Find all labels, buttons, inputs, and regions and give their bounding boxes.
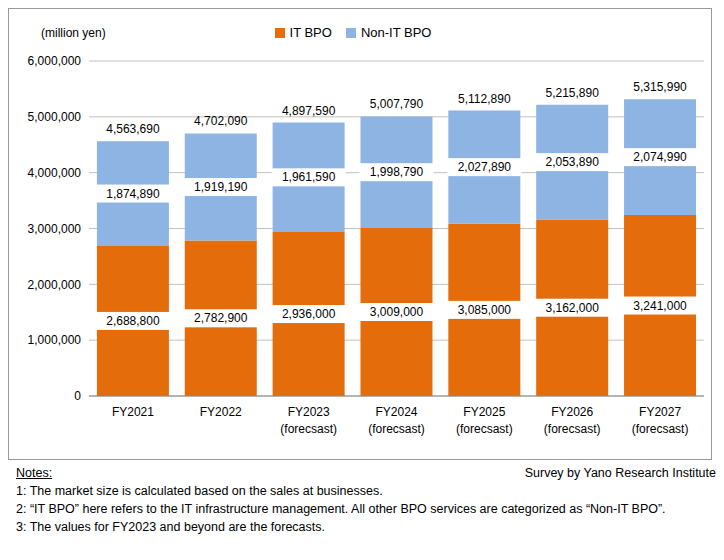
- svg-text:FY2024: FY2024: [375, 405, 417, 419]
- svg-text:1,961,590: 1,961,590: [282, 170, 336, 184]
- html-text:Notes:: Notes:: [16, 466, 53, 480]
- svg-text:FY2022: FY2022: [200, 405, 242, 419]
- svg-text:3,000,000: 3,000,000: [28, 222, 82, 236]
- svg-text:(forecsast): (forecsast): [456, 422, 513, 436]
- svg-text:1,000,000: 1,000,000: [28, 333, 82, 347]
- svg-text:3,085,000: 3,085,000: [458, 303, 512, 317]
- html-text:1: The market size is calculat: 1: The market size is calculated based o…: [16, 484, 383, 498]
- svg-text:2,053,890: 2,053,890: [545, 155, 599, 169]
- svg-text:5,007,790: 5,007,790: [370, 97, 424, 111]
- svg-text:(forecsast): (forecsast): [632, 422, 689, 436]
- svg-text:2,000,000: 2,000,000: [28, 278, 82, 292]
- svg-text:3,241,000: 3,241,000: [633, 299, 687, 313]
- svg-text:2,782,900: 2,782,900: [194, 311, 248, 325]
- html-text:Survey by Yano Research Instit: Survey by Yano Research Institute: [524, 466, 716, 480]
- html-text:2: “IT BPO” here refers to the: 2: “IT BPO” here refers to the IT infras…: [16, 502, 666, 516]
- html-text:(million yen): (million yen): [41, 26, 106, 40]
- svg-text:1,998,790: 1,998,790: [370, 165, 424, 179]
- svg-text:4,897,590: 4,897,590: [282, 104, 336, 118]
- svg-text:2,074,990: 2,074,990: [633, 150, 687, 164]
- svg-text:3,009,000: 3,009,000: [370, 305, 424, 319]
- svg-text:FY2027: FY2027: [639, 405, 681, 419]
- html-text:IT BPO: IT BPO: [289, 25, 332, 40]
- svg-text:6,000,000: 6,000,000: [28, 54, 82, 68]
- svg-text:2,027,890: 2,027,890: [458, 160, 512, 174]
- svg-text:4,563,690: 4,563,690: [106, 122, 160, 136]
- svg-text:(forecsast): (forecsast): [544, 422, 601, 436]
- svg-text:5,215,890: 5,215,890: [545, 86, 599, 100]
- svg-text:3,162,000: 3,162,000: [545, 301, 599, 315]
- html-text:Non-IT BPO: Non-IT BPO: [360, 25, 432, 40]
- svg-text:FY2025: FY2025: [463, 405, 505, 419]
- svg-text:(forecsast): (forecsast): [280, 422, 337, 436]
- svg-text:2,688,800: 2,688,800: [106, 314, 160, 328]
- svg-text:2,936,000: 2,936,000: [282, 307, 336, 321]
- svg-text:0: 0: [74, 389, 81, 403]
- svg-text:5,315,990: 5,315,990: [633, 80, 687, 94]
- svg-text:5,112,890: 5,112,890: [458, 92, 511, 106]
- svg-text:1,874,890: 1,874,890: [106, 187, 160, 201]
- svg-text:FY2023: FY2023: [288, 405, 330, 419]
- svg-text:4,702,090: 4,702,090: [194, 114, 248, 128]
- svg-text:4,000,000: 4,000,000: [28, 166, 82, 180]
- html-text:3: The values for FY2023 and b: 3: The values for FY2023 and beyond are …: [16, 520, 325, 534]
- svg-text:1,919,190: 1,919,190: [194, 180, 248, 194]
- svg-text:(forecsast): (forecsast): [368, 422, 425, 436]
- svg-text:FY2026: FY2026: [551, 405, 593, 419]
- svg-text:FY2021: FY2021: [112, 405, 154, 419]
- svg-text:5,000,000: 5,000,000: [28, 110, 82, 124]
